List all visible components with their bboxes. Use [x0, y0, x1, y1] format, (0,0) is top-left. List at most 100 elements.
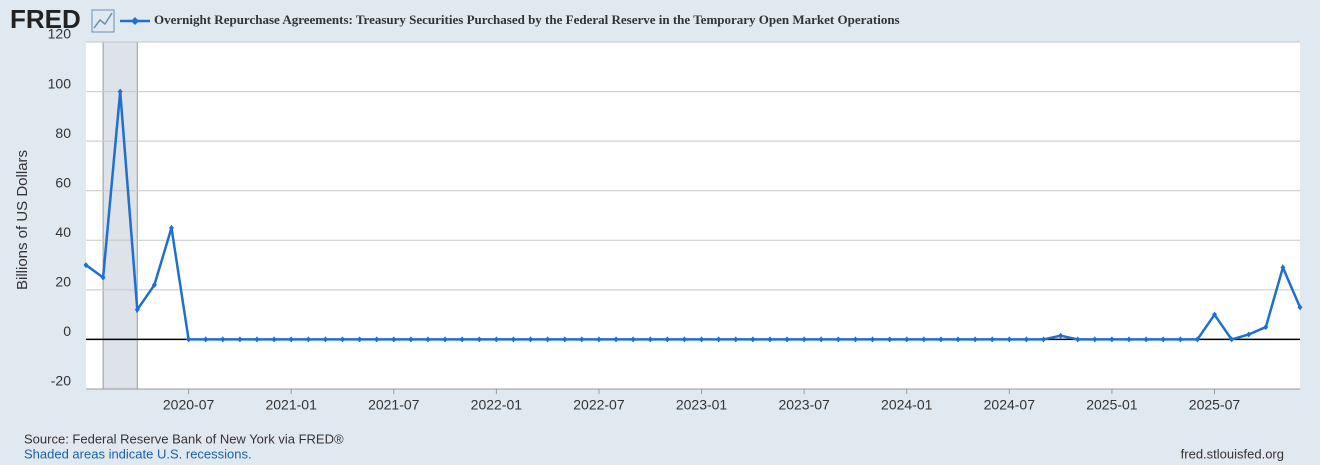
source: Source: Federal Reserve Bank of New York… [24, 431, 344, 446]
x-tick-label: 2022-01 [471, 397, 523, 413]
point [716, 336, 722, 343]
point [408, 336, 414, 343]
point [938, 336, 944, 343]
y-tick-label: 120 [48, 26, 72, 42]
point [852, 336, 858, 343]
point [305, 336, 311, 343]
point [664, 336, 670, 343]
point [545, 336, 551, 343]
point [100, 274, 106, 281]
point [476, 336, 482, 343]
point [186, 336, 192, 343]
point [510, 336, 516, 343]
x-tick-label: 2023-01 [676, 397, 728, 413]
point [1297, 304, 1303, 311]
y-tick-label: 60 [55, 174, 71, 190]
point [1194, 336, 1200, 343]
x-tick-label: 2023-07 [778, 397, 830, 413]
point [220, 336, 226, 343]
point [151, 281, 157, 288]
point [767, 336, 773, 343]
x-tick-label: 2020-07 [163, 397, 215, 413]
recession-note: Shaded areas indicate U.S. recessions. [24, 446, 252, 461]
point [1126, 336, 1132, 343]
point [630, 336, 636, 343]
point [870, 336, 876, 343]
series-line [85, 91, 1302, 341]
point [972, 336, 978, 343]
point [1092, 336, 1098, 343]
logo-icon-line [93, 12, 113, 29]
y-tick-label: 80 [55, 125, 71, 141]
point [699, 336, 705, 343]
x-tick-label: 2021-07 [368, 397, 420, 413]
point [442, 336, 448, 343]
y-tick-label: -20 [51, 373, 71, 389]
point [357, 336, 363, 343]
point [322, 336, 328, 343]
point [887, 336, 893, 343]
legend-label: Overnight Repurchase Agreements: Treasur… [154, 12, 900, 27]
point [784, 336, 790, 343]
point [237, 336, 243, 343]
x-tick-label: 2022-07 [573, 397, 625, 413]
point [681, 336, 687, 343]
x-tick-label: 2024-01 [881, 397, 933, 413]
point [733, 336, 739, 343]
point [955, 336, 961, 343]
point [904, 336, 910, 343]
point [989, 336, 995, 343]
point [271, 336, 277, 343]
point [1160, 336, 1166, 343]
point [339, 336, 345, 343]
point [647, 336, 653, 343]
point [459, 336, 465, 343]
point [835, 336, 841, 343]
legend-marker [131, 17, 139, 25]
point [1075, 336, 1081, 343]
point [1041, 336, 1047, 343]
point [579, 336, 585, 343]
point [1246, 331, 1252, 338]
x-tick-label: 2021-01 [265, 397, 317, 413]
url[interactable]: fred.stlouisfed.org [1181, 446, 1284, 461]
point [1023, 336, 1029, 343]
point [1109, 336, 1115, 343]
x-tick-label: 2024-07 [984, 397, 1036, 413]
point [1212, 311, 1218, 318]
point [168, 224, 174, 231]
point [391, 336, 397, 343]
point [1280, 264, 1286, 271]
point [921, 336, 927, 343]
point [1263, 324, 1269, 331]
point [1006, 336, 1012, 343]
point [83, 262, 89, 269]
point [801, 336, 807, 343]
point [750, 336, 756, 343]
point [425, 336, 431, 343]
point [818, 336, 824, 343]
y-tick-label: 20 [55, 274, 71, 290]
brand-logo[interactable]: FRED [10, 4, 81, 34]
plot-area [86, 42, 1300, 389]
y-tick-label: 100 [48, 75, 72, 91]
point [134, 306, 140, 313]
point [117, 88, 123, 95]
y-tick-label: 40 [55, 224, 71, 240]
y-tick-label: 0 [63, 323, 71, 339]
point [562, 336, 568, 343]
y-axis-label: Billions of US Dollars [14, 150, 31, 290]
point [254, 336, 260, 343]
point [374, 336, 380, 343]
point [1058, 332, 1064, 339]
point [203, 336, 209, 343]
logo-icon [91, 9, 115, 33]
x-tick-label: 2025-07 [1189, 397, 1241, 413]
point [596, 336, 602, 343]
point [613, 336, 619, 343]
x-tick-label: 2025-01 [1086, 397, 1138, 413]
point [1177, 336, 1183, 343]
point [528, 336, 534, 343]
